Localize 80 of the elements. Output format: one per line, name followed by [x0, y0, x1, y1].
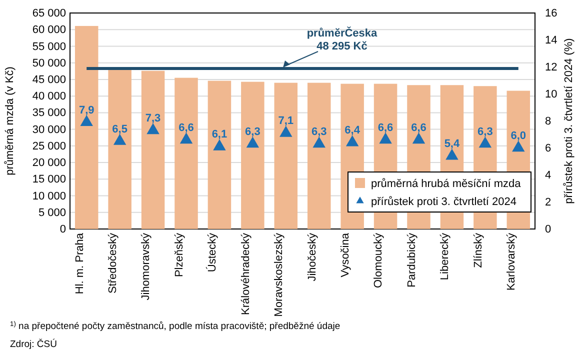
y-tick-label: 5 000 — [38, 206, 66, 219]
bar — [241, 82, 264, 229]
y-tick-label: 30 000 — [32, 124, 66, 136]
y-tick-label: 55 000 — [32, 40, 66, 53]
y-tick-label: 25 000 — [32, 140, 66, 152]
bar — [108, 68, 132, 229]
bar — [141, 70, 165, 229]
x-tick-label: Jihočeský — [306, 232, 318, 282]
data-label: 7,3 — [145, 112, 161, 124]
bar — [208, 80, 232, 229]
text: Zdroj: ČSÚ — [10, 338, 58, 350]
point — [478, 136, 492, 148]
y2-tick-label: 12 — [545, 62, 558, 74]
data-label: 6,5 — [112, 123, 128, 136]
data-label: 7,1 — [278, 115, 294, 128]
x-tick-label: Ústecký — [206, 232, 219, 272]
y2-tick-label: 0 — [545, 224, 552, 236]
y2-axis-title: přírůstek proti 3. čtvrtletí 2024 (%) — [563, 38, 575, 204]
data-label: 6,3 — [245, 126, 260, 138]
x-tick-label: Moravskoslezský — [273, 232, 286, 317]
legend-label: průměrná hrubá měsíční mzda — [371, 178, 522, 190]
y2-tick-label: 8 — [545, 116, 552, 128]
y-tick-label: 45 000 — [32, 74, 66, 86]
x-tick-label: Plzeňský — [173, 232, 186, 278]
y2-tick-label: 10 — [545, 88, 558, 101]
y2-tick-label: 4 — [545, 170, 552, 182]
point — [246, 136, 260, 148]
point — [213, 139, 226, 150]
point — [146, 123, 160, 134]
x-tick-label: Pardubický — [406, 232, 418, 288]
data-label: 6,1 — [212, 128, 228, 141]
point — [379, 132, 392, 144]
data-label: 6,6 — [411, 122, 426, 134]
y2-tick-label: 2 — [545, 196, 552, 209]
data-label: 6,6 — [378, 122, 394, 134]
bar — [174, 78, 198, 229]
data-label: 6,6 — [178, 122, 194, 134]
y2-tick-label: 6 — [545, 142, 552, 155]
point — [80, 115, 93, 126]
data-label: 6,3 — [311, 126, 327, 138]
x-tick-label: Karlovarský — [506, 232, 518, 290]
y2-tick-label: 14 — [545, 34, 558, 47]
x-tick-label: Zlínský — [472, 232, 484, 268]
legend-label: přírůstek proti 3. čtvrtletí 2024 — [371, 196, 517, 208]
bar — [274, 82, 298, 229]
y-tick-label: 0 — [60, 224, 66, 236]
data-label: 7,9 — [78, 104, 94, 116]
y-tick-label: 50 000 — [32, 57, 66, 70]
y-tick-label: 40 000 — [32, 90, 66, 103]
data-label: 5,4 — [444, 138, 460, 150]
x-tick-label: Olomoucký — [372, 232, 385, 288]
point — [113, 134, 126, 145]
point — [180, 132, 193, 144]
x-tick-label: Středočeský — [106, 232, 119, 294]
y-axis-title: průměrná mzda (v Kč) — [4, 66, 16, 176]
data-label: 6,0 — [510, 130, 526, 142]
point — [512, 140, 525, 152]
bar — [74, 26, 98, 229]
point — [312, 136, 326, 148]
y-tick-label: 35 000 — [32, 107, 66, 120]
point — [412, 132, 426, 144]
y-tick-label: 60 000 — [32, 24, 66, 36]
point — [446, 148, 458, 160]
x-tick-label: Vysočina — [339, 232, 352, 278]
text: $^{1)}$ na přepočtené počty zaměstnanců, podle místa pracoviště; předběžné údaje — [10, 320, 340, 332]
data-label: 6,3 — [478, 126, 493, 138]
x-tick-label: Liberecký — [439, 232, 452, 280]
point — [280, 126, 292, 137]
x-tick-label: Královéhradecký — [240, 232, 252, 315]
y2-tick-label: 16 — [545, 8, 558, 20]
y-tick-label: 65 000 — [32, 8, 66, 20]
y-tick-label: 20 000 — [32, 157, 66, 170]
bar — [307, 82, 331, 229]
ref-line-label: průměrČeska 48 295 Kč — [306, 26, 378, 53]
data-label: 6,4 — [344, 124, 361, 137]
y-tick-label: 10 000 — [32, 190, 66, 202]
x-tick-label: Hl. m. Praha — [74, 232, 86, 294]
x-tick-label: Jihomoravský — [140, 232, 152, 300]
point — [346, 135, 359, 146]
y-tick-label: 15 000 — [32, 174, 66, 186]
